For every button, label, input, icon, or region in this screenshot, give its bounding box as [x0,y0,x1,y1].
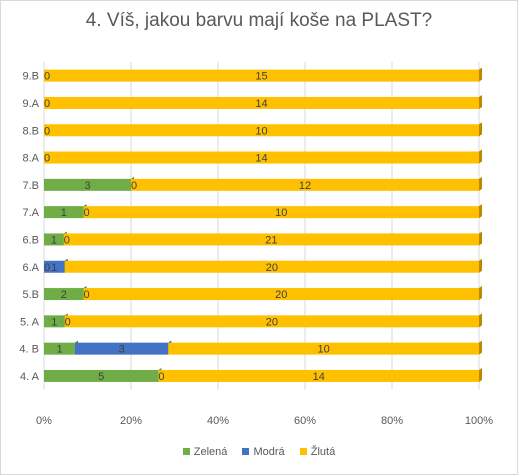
y-category-label: 8.B [22,125,39,137]
data-label: 14 [255,153,267,165]
data-label-zero: 0 [131,180,137,192]
bar-segment-edge [479,258,482,273]
legend-swatch-modra [242,448,250,455]
bar-segment [64,260,479,273]
x-tick-label: 20% [120,415,142,427]
data-label-zero: 0 [44,71,50,83]
bar-segment [131,178,479,191]
data-label: 14 [313,371,325,383]
bar-segment [44,69,479,82]
data-label-zero: 0 [83,289,89,301]
legend-swatch-zelena [182,448,190,455]
legend-item-zluta: Žlutá [299,446,336,458]
x-tick-label: 80% [381,415,403,427]
legend-swatch-zluta [299,448,307,455]
bar-segment [75,342,169,355]
bar-segment [158,369,479,382]
y-category-label: 8.A [22,153,39,165]
y-category-label: 5. A [20,316,40,328]
bar-segment-edge [479,231,482,246]
data-label: 10 [318,344,330,356]
bar-segment-edge [479,149,482,164]
y-category-label: 6.A [22,262,39,274]
data-label: 21 [265,234,277,246]
data-label-zero: 0 [44,125,50,137]
data-label-zero: 0 [44,262,50,274]
bar-segment [44,260,65,273]
data-label: 20 [266,316,278,328]
chart-title: 4. Víš, jakou barvu mají koše na PLAST? [85,10,433,31]
y-category-label: 5.B [22,289,39,301]
y-category-label: 4. B [19,344,39,356]
bar-segment [44,342,76,355]
data-label: 1 [51,234,57,246]
x-tick-label: 40% [207,415,229,427]
y-category-label: 4. A [20,371,40,383]
data-label-zero: 0 [44,153,50,165]
bar-segment-edge [479,340,482,355]
x-tick-label: 0% [36,415,52,427]
bar-segment [168,342,480,355]
legend-item-zelena: Zelená [182,446,228,458]
data-label: 5 [98,371,104,383]
data-label-zero: 0 [65,316,71,328]
bar-segment [44,369,159,382]
bar-segment [44,151,479,164]
data-label-zero: 0 [83,207,89,219]
bar-segment [44,233,64,246]
x-tick-label: 100% [465,415,493,427]
data-label: 12 [299,180,311,192]
data-label: 20 [266,262,278,274]
legend-label-zelena: Zelená [193,446,228,458]
bar-segment [83,206,479,219]
data-label: 14 [255,98,267,110]
y-category-label: 7.B [22,180,39,192]
bar-segment [44,288,84,301]
data-label-zero: 0 [64,234,70,246]
data-label: 10 [255,125,267,137]
bar-segment [83,288,479,301]
bar-segment-edge [479,122,482,137]
y-category-label: 7.A [22,207,39,219]
bar-segment-edge [479,94,482,109]
legend-label-zluta: Žlutá [310,446,336,458]
bar-segment-edge [479,176,482,191]
bar-segment-edge [479,204,482,219]
bar-segment-edge [479,67,482,82]
data-label-zero: 0 [158,371,164,383]
data-label: 1 [56,344,62,356]
data-label: 1 [51,316,57,328]
bar-segment [64,315,479,328]
y-category-label: 9.B [22,71,39,83]
data-label: 2 [61,289,67,301]
bar-segment-edge [479,313,482,328]
data-label: 10 [275,207,287,219]
bar-segment [44,124,479,137]
bar-segment [44,315,65,328]
bar-segment [44,206,84,219]
data-label: 1 [51,262,57,274]
legend-item-modra: Modrá [242,446,285,458]
data-label: 3 [119,344,125,356]
bar-segment-edge [479,286,482,301]
bar-segment-edge [479,367,482,382]
data-label: 20 [275,289,287,301]
data-label: 15 [255,71,267,83]
bar-segment [63,233,479,246]
bar-segment [44,178,131,191]
legend-label-modra: Modrá [253,446,285,458]
legend: Zelená Modrá Žlutá [0,446,518,458]
data-label: 1 [61,207,67,219]
bar-segment [44,96,479,109]
data-label: 3 [84,180,90,192]
y-category-label: 9.A [22,98,39,110]
x-tick-label: 60% [294,415,316,427]
data-label-zero: 0 [44,98,50,110]
y-category-label: 6.B [22,234,39,246]
